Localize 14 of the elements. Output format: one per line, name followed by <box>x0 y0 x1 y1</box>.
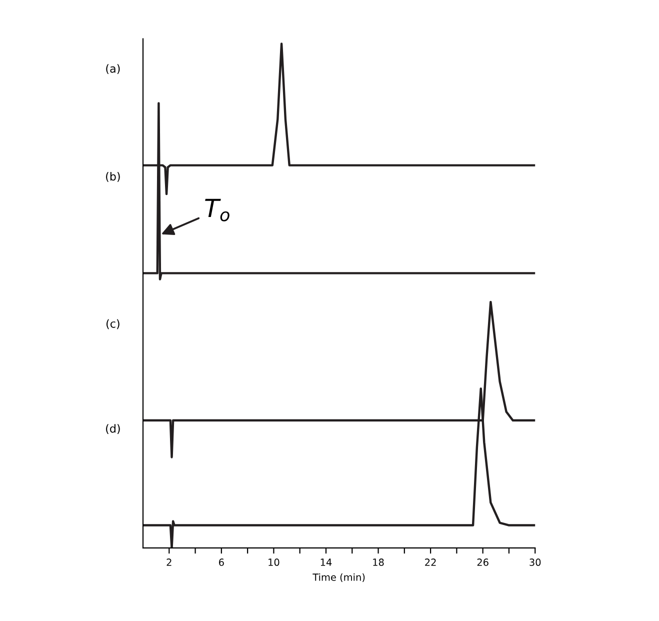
text: (c) <box>106 319 120 330</box>
x-tick-label: 10 <box>268 558 280 566</box>
x-axis-title: Time (min) <box>312 573 365 582</box>
x-tick-label: 22 <box>425 558 436 566</box>
x-tick-label: 6 <box>219 558 224 566</box>
annotation: T$_{o}$ <box>205 198 230 222</box>
x-tick-label: 18 <box>373 558 384 566</box>
text: (d) <box>106 424 120 434</box>
text: (b) <box>106 172 120 182</box>
text: (a) <box>106 64 120 74</box>
x-tick-label: 30 <box>530 558 541 566</box>
x-tick-label: 2 <box>166 558 172 566</box>
x-tick-label: 14 <box>320 558 332 566</box>
x-tick-label: 26 <box>477 558 488 566</box>
